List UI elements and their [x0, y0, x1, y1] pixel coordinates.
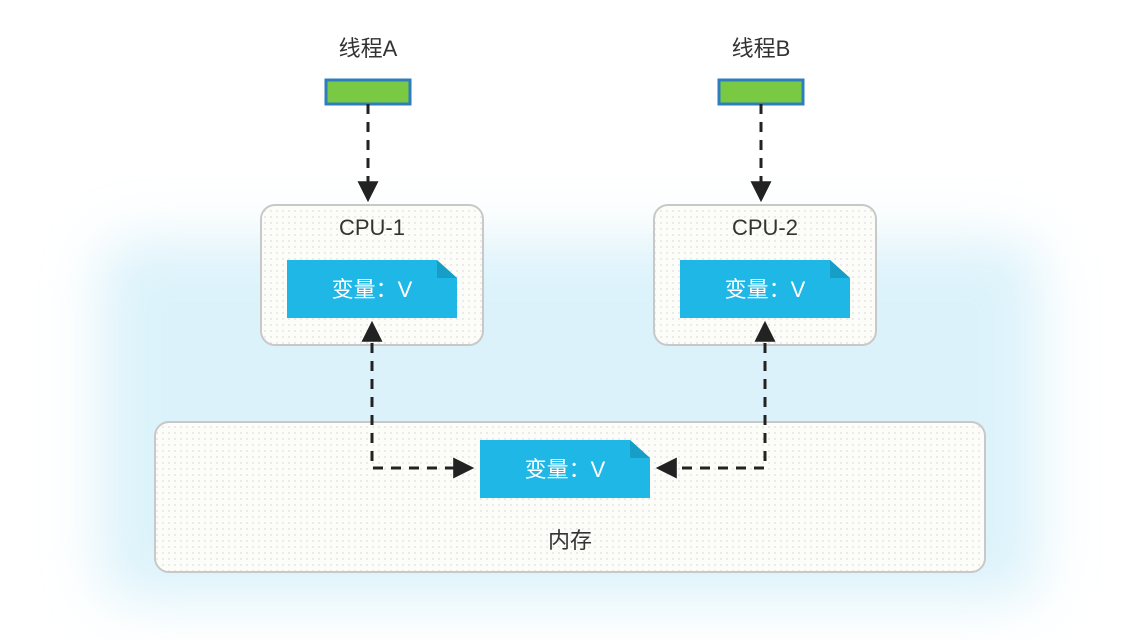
cpu2-label: CPU-2	[732, 215, 798, 240]
cpu1-label: CPU-1	[339, 215, 405, 240]
memory-variable-label: 变量：V	[525, 457, 606, 482]
thread-a-box	[326, 80, 410, 104]
memory-label: 内存	[548, 528, 592, 553]
diagram-canvas: 线程A 线程B CPU-1 CPU-2 变量：V 变量：V 内存 变量：V	[0, 0, 1142, 640]
thread-b-label: 线程B	[732, 36, 791, 61]
cpu1-variable-label: 变量：V	[332, 277, 413, 302]
thread-b-box	[719, 80, 803, 104]
thread-a-label: 线程A	[339, 36, 398, 61]
cpu2-variable-label: 变量：V	[725, 277, 806, 302]
